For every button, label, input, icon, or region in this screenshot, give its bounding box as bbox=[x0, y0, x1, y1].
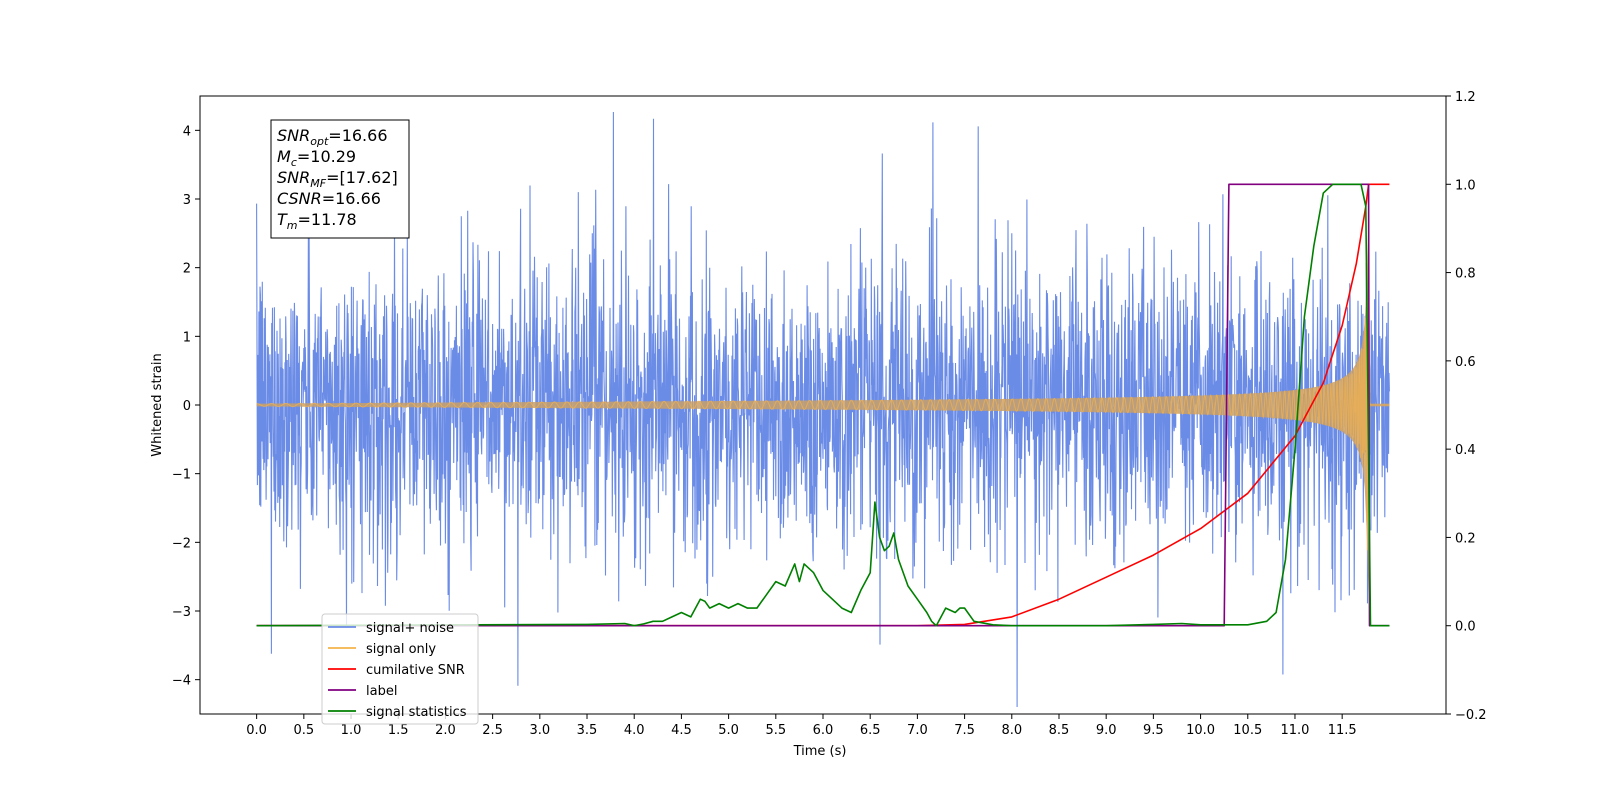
x-tick-label: 2.5 bbox=[482, 723, 503, 738]
x-tick-label: 10.5 bbox=[1233, 723, 1262, 738]
annotation-line: SNRopt=16.66 bbox=[277, 126, 388, 148]
legend-label: cumilative SNR bbox=[366, 663, 465, 678]
annotation-line: Tm=11.78 bbox=[277, 210, 357, 232]
x-tick-label: 9.5 bbox=[1143, 723, 1164, 738]
annotation-frame bbox=[270, 119, 410, 239]
annotation-line: CSNR=16.66 bbox=[277, 189, 381, 208]
x-tick-label: 7.0 bbox=[907, 723, 928, 738]
x-tick-label: 6.0 bbox=[813, 723, 834, 738]
x-tick-label: 8.0 bbox=[1001, 723, 1022, 738]
x-tick-label: 3.5 bbox=[577, 723, 598, 738]
series-cumilative-snr bbox=[256, 183, 1390, 627]
legend-frame bbox=[321, 613, 479, 725]
x-tick-label: 6.5 bbox=[860, 723, 881, 738]
x-tick-label: 4.0 bbox=[624, 723, 645, 738]
annotation-box: SNRopt=16.66Mc=10.29SNRMF=[17.62]CSNR=16… bbox=[270, 119, 410, 239]
x-axis: 0.0 0.5 1.0 1.5 2.0 2.5 3.0 3.5 4.0 4.5 5.0 5.5 6.0 6… bbox=[246, 714, 1357, 738]
x-tick-label: 5.5 bbox=[765, 723, 786, 738]
x-tick-label: 3.0 bbox=[529, 723, 550, 738]
legend-label: signal+ noise bbox=[366, 621, 454, 636]
x-tick-label: 10.0 bbox=[1186, 723, 1215, 738]
y-right-tick-label: 0.8 bbox=[1455, 267, 1476, 282]
x-tick-label: 2.0 bbox=[435, 723, 456, 738]
y-left-tick-label: 1 bbox=[183, 330, 191, 345]
y-left-tick-label: 3 bbox=[183, 193, 191, 208]
x-tick-label: 0.0 bbox=[246, 723, 267, 738]
y-left-tick-label: −4 bbox=[172, 674, 191, 689]
y-left-tick-label: 4 bbox=[183, 124, 191, 139]
y-left-tick-label: 0 bbox=[183, 399, 191, 414]
series-signal-noise bbox=[256, 111, 1390, 708]
legend: signal+ noise signal only cumilative SNR la… bbox=[321, 613, 479, 725]
x-tick-label: 9.0 bbox=[1096, 723, 1117, 738]
x-tick-label: 1.0 bbox=[341, 723, 362, 738]
x-tick-label: 11.5 bbox=[1328, 723, 1357, 738]
legend-label: signal only bbox=[366, 642, 436, 657]
y-axis-right: −0.2 0.0 0.2 0.4 0.6 0.8 1.0 1.2 bbox=[1446, 90, 1487, 723]
y-left-tick-label: 2 bbox=[183, 262, 191, 277]
y-left-tick-label: −3 bbox=[172, 605, 191, 620]
x-tick-label: 7.5 bbox=[954, 723, 975, 738]
x-tick-label: 11.0 bbox=[1280, 723, 1309, 738]
legend-label: label bbox=[366, 684, 397, 699]
x-tick-label: 1.5 bbox=[388, 723, 409, 738]
y-right-tick-label: −0.2 bbox=[1455, 708, 1487, 723]
y-left-tick-label: −1 bbox=[172, 468, 191, 483]
annotation-line: SNRMF=[17.62] bbox=[277, 168, 398, 190]
y-left-tick-label: −2 bbox=[172, 536, 191, 551]
y-right-tick-label: 1.0 bbox=[1455, 178, 1476, 193]
y-axis-left: −4 −3 −2 −1 0 1 2 3 4 bbox=[172, 124, 200, 689]
y-right-tick-label: 0.6 bbox=[1455, 355, 1476, 370]
y-right-tick-label: 0.4 bbox=[1455, 443, 1476, 458]
x-tick-label: 5.0 bbox=[718, 723, 739, 738]
x-axis-label: Time (s) bbox=[793, 744, 847, 759]
y-right-tick-label: 0.2 bbox=[1455, 531, 1476, 546]
series-signal-statistics bbox=[256, 183, 1390, 627]
plot-area bbox=[256, 111, 1390, 708]
y-right-tick-label: 0.0 bbox=[1455, 620, 1476, 635]
y-axis-label: Whitened strain bbox=[150, 353, 165, 456]
x-tick-label: 0.5 bbox=[293, 723, 314, 738]
annotation-line: Mc=10.29 bbox=[277, 147, 356, 169]
series-signal-only bbox=[256, 266, 1390, 551]
x-tick-label: 8.5 bbox=[1049, 723, 1070, 738]
legend-label: signal statistics bbox=[366, 705, 467, 720]
x-tick-label: 4.5 bbox=[671, 723, 692, 738]
y-right-tick-label: 1.2 bbox=[1455, 90, 1476, 105]
